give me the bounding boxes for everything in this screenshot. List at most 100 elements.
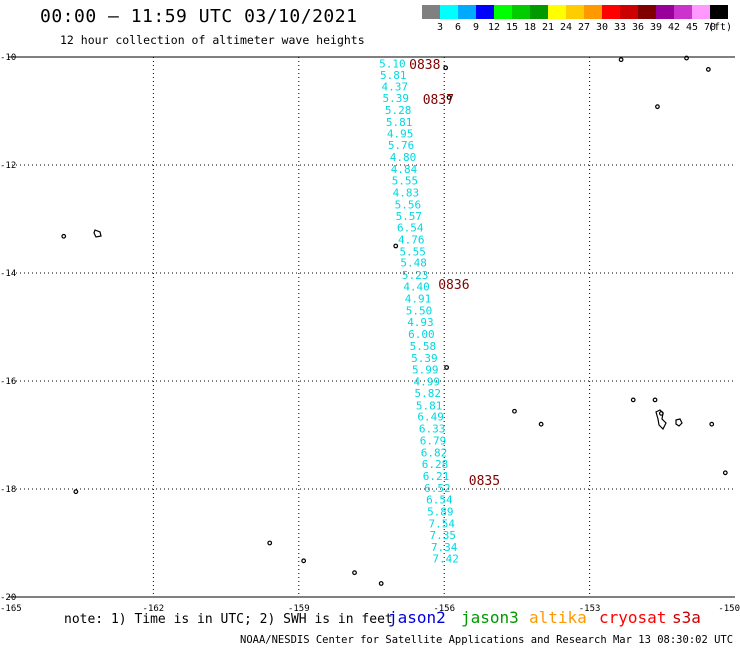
swh-value: 5.57 (396, 210, 423, 223)
island-tahiti-outline (655, 409, 667, 431)
legend-label: 36 (631, 22, 645, 33)
island-outline (301, 558, 307, 564)
legend-swatch (422, 5, 440, 19)
legend-swatch (512, 5, 530, 19)
legend-label: 12 (487, 22, 501, 33)
legend-unit: (ft) (708, 22, 733, 33)
satellite-altika: altika (529, 608, 587, 627)
swh-value: 5.48 (400, 257, 427, 270)
swh-value: 5.55 (399, 245, 426, 258)
island-outline (93, 229, 102, 238)
x-tick-label: -156 (433, 604, 455, 614)
swh-value: 5.39 (382, 92, 409, 105)
x-tick-label: -165 (0, 604, 22, 614)
swh-value: 5.81 (416, 399, 443, 412)
satellite-cryosat: cryosat (599, 608, 667, 627)
satellite-s3a: s3a (672, 608, 701, 627)
swh-value: 6.49 (417, 411, 444, 424)
legend-swatch (566, 5, 584, 19)
swh-value: 6.00 (408, 328, 435, 341)
swh-value: 6.79 (420, 434, 447, 447)
y-tick-label: -16 (0, 377, 16, 387)
swh-value: 6.82 (421, 446, 448, 459)
swh-value: 5.50 (406, 304, 433, 317)
swh-value: 6.52 (424, 482, 451, 495)
legend-swatch (620, 5, 638, 19)
y-tick-label: -12 (0, 161, 16, 171)
island-outline (630, 397, 636, 403)
legend-label: 39 (649, 22, 663, 33)
x-tick-label: -150 (718, 604, 740, 614)
swh-value: 5.55 (392, 175, 419, 188)
swh-value: 4.83 (393, 187, 420, 200)
legend-label: 3 (436, 22, 444, 33)
swh-value: 5.39 (411, 352, 438, 365)
legend-label: 21 (541, 22, 555, 33)
legend-swatch (458, 5, 476, 19)
swh-value: 7.54 (429, 518, 456, 531)
swh-value: 4.40 (403, 281, 430, 294)
legend-label: 15 (505, 22, 519, 33)
island-outline (446, 95, 452, 100)
legend-label: 27 (577, 22, 591, 33)
y-tick-label: -20 (0, 593, 16, 603)
swh-value: 5.58 (410, 340, 437, 353)
swh-value: 4.37 (382, 81, 409, 94)
swh-value: 4.93 (407, 316, 434, 329)
note-text: note: 1) Time is in UTC; 2) SWH is in fe… (64, 612, 393, 627)
swh-value: 4.95 (387, 128, 414, 141)
island-outline (393, 243, 399, 249)
legend-swatch (494, 5, 512, 19)
swh-value: 7.42 (432, 553, 459, 566)
y-tick-label: -18 (0, 485, 16, 495)
x-tick-label: -159 (288, 604, 310, 614)
swh-value: 5.99 (412, 364, 439, 377)
swh-value: 7.35 (429, 529, 456, 542)
y-tick-label: -10 (0, 53, 16, 63)
island-outline (352, 570, 357, 576)
time-label: 0836 (438, 278, 469, 293)
island-outline (618, 57, 624, 63)
swh-value: 5.81 (380, 69, 407, 82)
time-label: 0837 (423, 93, 454, 108)
island-outline (73, 489, 79, 495)
swh-value: 4.76 (398, 234, 425, 247)
chart-subtitle: 12 hour collection of altimeter wave hei… (60, 33, 365, 47)
swh-value: 5.28 (385, 104, 412, 117)
legend-swatch (584, 5, 602, 19)
legend-swatch (476, 5, 494, 19)
island-outline (684, 55, 689, 61)
legend-label: 33 (613, 22, 627, 33)
y-tick-label: -14 (0, 269, 16, 279)
island-moorea-outline (675, 418, 683, 427)
legend-label: 24 (559, 22, 573, 33)
island-outline (538, 421, 544, 427)
island-outline (512, 408, 517, 414)
legend-swatch (530, 5, 548, 19)
swh-value: 6.28 (422, 458, 449, 471)
island-outline (722, 470, 728, 476)
legend-swatch (656, 5, 674, 19)
satellite-jason3: jason3 (461, 608, 519, 627)
island-outline (443, 65, 449, 71)
footer-credit: NOAA/NESDIS Center for Satellite Applica… (240, 634, 740, 646)
legend-swatch (548, 5, 566, 19)
legend-swatch (674, 5, 692, 19)
legend-label: 42 (667, 22, 681, 33)
swh-value: 5.76 (388, 139, 415, 152)
swh-value: 6.54 (426, 493, 453, 506)
island-outline (705, 67, 711, 72)
chart-title: 00:00 – 11:59 UTC 03/10/2021 (40, 6, 358, 27)
legend-label: 9 (472, 22, 480, 33)
swh-value: 6.21 (423, 470, 450, 483)
island-outline (652, 397, 658, 403)
legend-swatch (602, 5, 620, 19)
legend-swatch (710, 5, 728, 19)
x-tick-label: -162 (143, 604, 165, 614)
legend-label: 30 (595, 22, 609, 33)
legend-label: 70 (703, 22, 717, 33)
satellite-jason2: jason2 (388, 608, 446, 627)
island-outline (61, 233, 67, 239)
island-outline (267, 540, 273, 546)
